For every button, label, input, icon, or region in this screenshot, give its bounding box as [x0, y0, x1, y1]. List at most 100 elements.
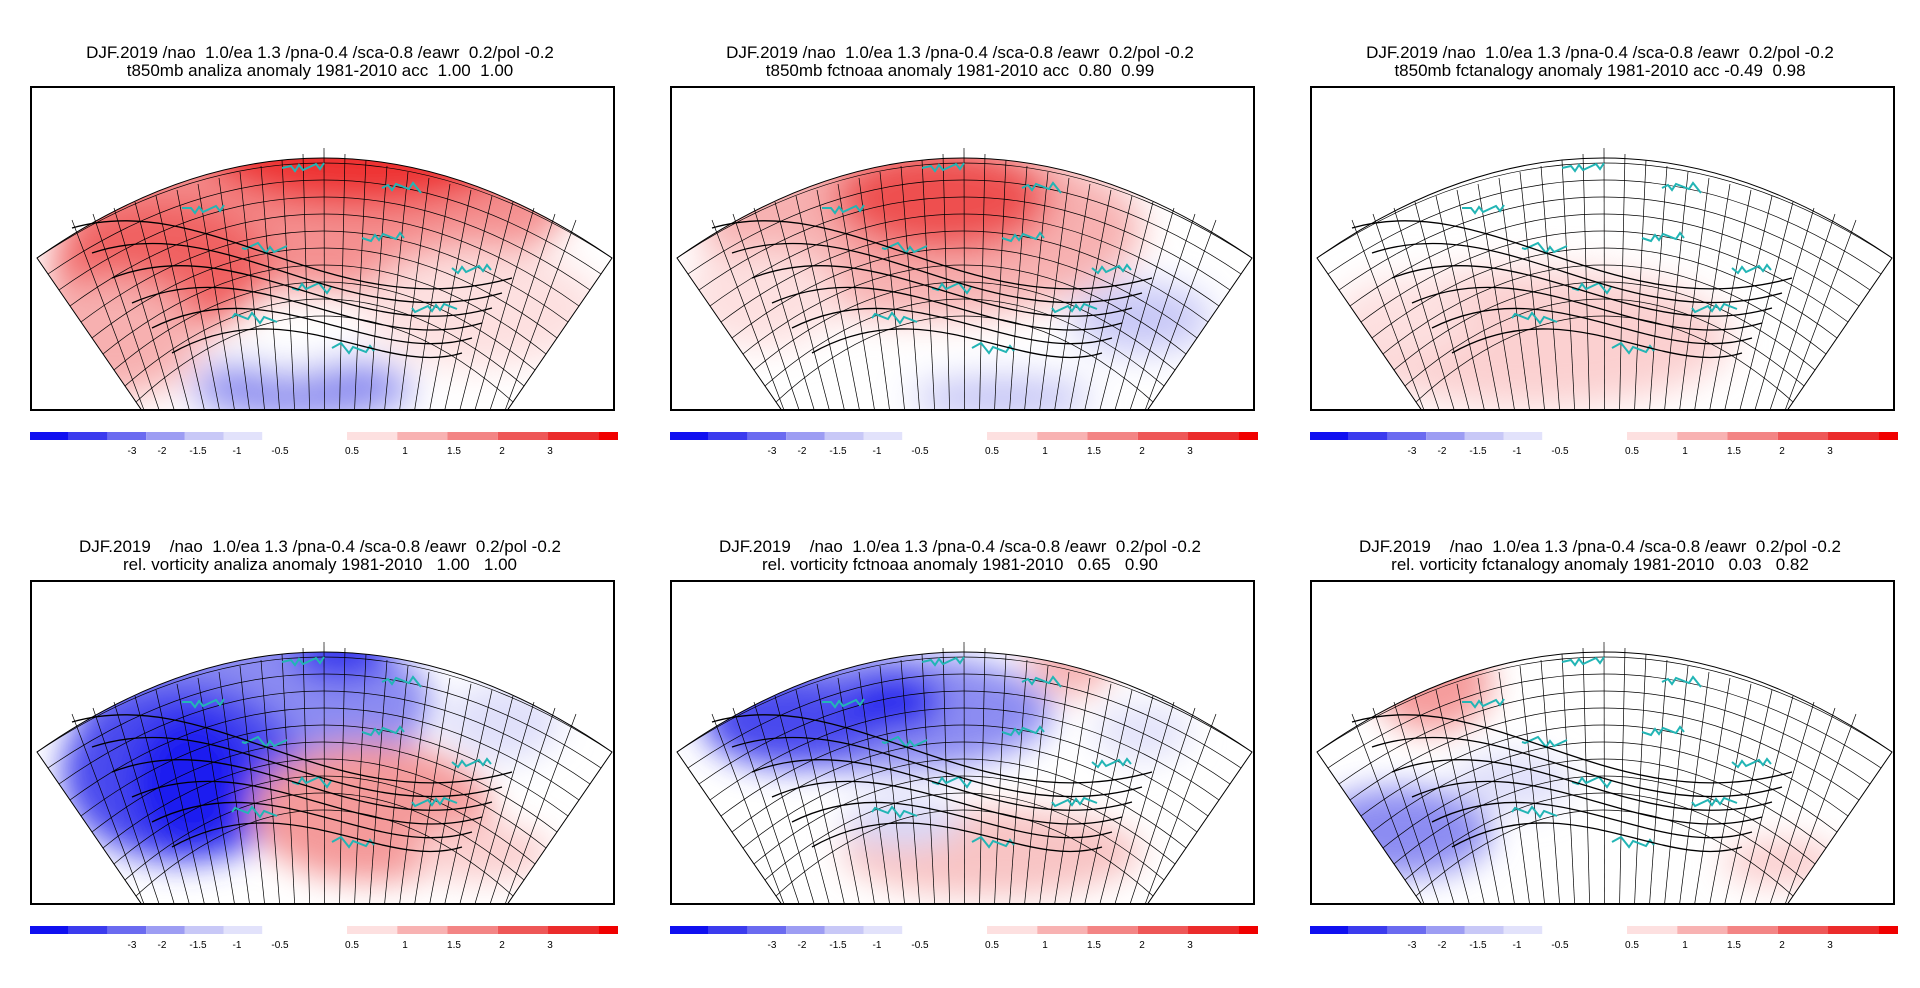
- colorbar-tick-label: 0.5: [985, 446, 999, 457]
- panel-title-line2: rel. vorticity fctnoaa anomaly 1981-2010…: [762, 555, 1158, 574]
- panel-title-line1: DJF.2019 /nao 1.0/ea 1.3 /pna-0.4 /sca-0…: [86, 43, 554, 62]
- colorbar-tick-label: -1.5: [829, 940, 847, 951]
- map-plot-area: [1310, 580, 1895, 905]
- colorbar-tick-label: -2: [158, 446, 167, 457]
- colorbar-swatch: [347, 432, 398, 440]
- colorbar-swatch: [1087, 432, 1138, 440]
- colorbar-swatch: [670, 926, 709, 934]
- colorbar-tick-label: -1: [1513, 446, 1522, 457]
- colorbar-tick-label: -2: [1438, 446, 1447, 457]
- colorbar-tick-label: -0.5: [271, 940, 289, 951]
- colorbar-swatch: [30, 926, 69, 934]
- colorbar-tick-label: -3: [128, 940, 137, 951]
- colorbar-tick-label: 1: [1682, 940, 1688, 951]
- colorbar-swatch: [1188, 926, 1239, 934]
- colorbar-swatch: [747, 432, 787, 440]
- colorbar-tick-label: 1.5: [1727, 940, 1741, 951]
- map-panel-vorticity-analiza: DJF.2019 /nao 1.0/ea 1.3 /pna-0.4 /sca-0…: [0, 494, 640, 988]
- colorbar-swatch: [824, 432, 864, 440]
- colorbar-swatch: [1037, 926, 1088, 934]
- colorbar-tick-label: 1.5: [1727, 446, 1741, 457]
- colorbar-tick-label: 2: [1139, 446, 1145, 457]
- panel-title-line2: t850mb fctnoaa anomaly 1981-2010 acc 0.8…: [765, 61, 1155, 80]
- colorbar-tick-label: 2: [1779, 940, 1785, 951]
- colorbar-swatch: [146, 926, 185, 934]
- colorbar-swatch: [1238, 432, 1258, 440]
- map-grid: [36, 641, 613, 903]
- colorbar-swatch: [1777, 926, 1829, 934]
- map-plot-area: [30, 580, 615, 905]
- colorbar-swatch: [1426, 432, 1465, 440]
- colorbar-tick-label: -2: [798, 446, 807, 457]
- map-panel-vorticity-fctnoaa: DJF.2019 /nao 1.0/ea 1.3 /pna-0.4 /sca-0…: [640, 494, 1280, 988]
- colorbar-swatch: [824, 926, 864, 934]
- colorbar-swatch: [1464, 432, 1504, 440]
- map-panel-vorticity-fctanalogy: DJF.2019 /nao 1.0/ea 1.3 /pna-0.4 /sca-0…: [1280, 494, 1920, 988]
- colorbar-swatch: [598, 432, 618, 440]
- colorbar-tick-label: -3: [768, 446, 777, 457]
- colorbar: -3 -2 -1.5 -1 -0.5 0.5 1 1.5 2 3: [670, 432, 1258, 462]
- contour-lines: [711, 714, 1153, 853]
- colorbar-tick-label: 3: [1187, 446, 1193, 457]
- colorbar: -3 -2 -1.5 -1 -0.5 0.5 1 1.5 2 3: [30, 926, 618, 956]
- colorbar-swatch: [68, 926, 108, 934]
- colorbar-tick-label: 0.5: [345, 940, 359, 951]
- map-panel-t850-analiza: DJF.2019 /nao 1.0/ea 1.3 /pna-0.4 /sca-0…: [0, 0, 640, 494]
- colorbar-tick-label: -1.5: [1469, 940, 1487, 951]
- panel-title-line2: rel. vorticity fctanalogy anomaly 1981-2…: [1391, 555, 1809, 574]
- map-grid: [676, 641, 1253, 903]
- coastlines: [1462, 162, 1772, 355]
- colorbar-tick-label: -1.5: [189, 940, 207, 951]
- colorbar-swatch: [107, 432, 147, 440]
- map-plot-area: [1310, 86, 1895, 411]
- panel-title-line2: t850mb analiza anomaly 1981-2010 acc 1.0…: [126, 61, 514, 80]
- map-grid: [1316, 641, 1893, 903]
- colorbar-tick-label: 1: [1042, 446, 1048, 457]
- colorbar-tick-label: -2: [1438, 940, 1447, 951]
- colorbar-swatch: [1727, 926, 1778, 934]
- colorbar-tick-label: -1: [873, 940, 882, 951]
- colorbar-swatch: [447, 926, 498, 934]
- panel-title-line2: rel. vorticity analiza anomaly 1981-2010…: [122, 555, 518, 574]
- map-grid: [1316, 147, 1893, 409]
- colorbar-swatch: [347, 926, 398, 934]
- colorbar-swatch: [497, 926, 549, 934]
- colorbar-swatch: [1426, 926, 1465, 934]
- colorbar-swatch: [1137, 432, 1189, 440]
- colorbar: -3 -2 -1.5 -1 -0.5 0.5 1 1.5 2 3: [1310, 926, 1898, 956]
- map-panel-t850-fctanalogy: DJF.2019 /nao 1.0/ea 1.3 /pna-0.4 /sca-0…: [1280, 0, 1920, 494]
- colorbar-tick-label: 1.5: [447, 940, 461, 951]
- colorbar-swatch: [1464, 926, 1504, 934]
- colorbar-swatch: [1238, 926, 1258, 934]
- colorbar-tick-label: -0.5: [911, 446, 929, 457]
- colorbar-swatch: [397, 926, 448, 934]
- colorbar-swatch: [1677, 926, 1728, 934]
- colorbar-swatch: [1627, 926, 1678, 934]
- colorbar-swatch: [708, 926, 748, 934]
- colorbar-swatch: [1503, 432, 1543, 440]
- colorbar-swatch: [184, 926, 224, 934]
- colorbar-swatch: [747, 926, 787, 934]
- colorbar-tick-label: -1.5: [1469, 446, 1487, 457]
- colorbar-swatch: [987, 432, 1038, 440]
- panel-title-line1: DJF.2019 /nao 1.0/ea 1.3 /pna-0.4 /sca-0…: [79, 537, 561, 556]
- colorbar-tick-label: 2: [499, 446, 505, 457]
- colorbar-tick-label: -3: [128, 446, 137, 457]
- colorbar-tick-label: -3: [768, 940, 777, 951]
- colorbar-swatch: [1828, 432, 1879, 440]
- colorbar-tick-label: 1.5: [1087, 940, 1101, 951]
- colorbar-swatch: [1387, 432, 1427, 440]
- colorbar-tick-label: 1.5: [447, 446, 461, 457]
- colorbar-tick-label: 0.5: [985, 940, 999, 951]
- colorbar-tick-label: 1: [402, 446, 408, 457]
- panel-title-line1: DJF.2019 /nao 1.0/ea 1.3 /pna-0.4 /sca-0…: [726, 43, 1194, 62]
- colorbar-swatch: [1777, 432, 1829, 440]
- colorbar-tick-label: 2: [1779, 446, 1785, 457]
- colorbar: -3 -2 -1.5 -1 -0.5 0.5 1 1.5 2 3: [670, 926, 1258, 956]
- colorbar-swatch: [1503, 926, 1543, 934]
- contour-lines: [71, 714, 513, 853]
- colorbar-tick-label: -0.5: [1551, 940, 1569, 951]
- colorbar-tick-label: 3: [547, 446, 553, 457]
- colorbar-swatch: [1828, 926, 1879, 934]
- colorbar-swatch: [223, 432, 263, 440]
